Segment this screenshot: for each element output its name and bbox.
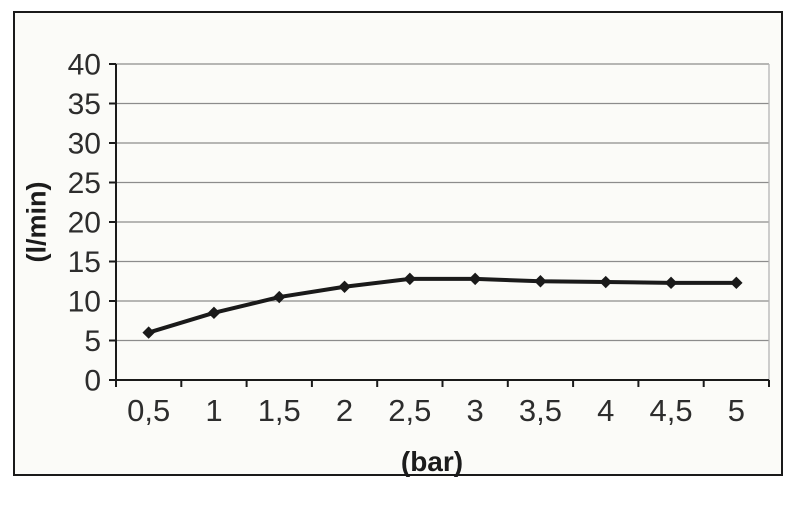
x-tick-label: 1,5 [258, 393, 301, 428]
y-axis-title: (l/min) [21, 181, 52, 263]
data-point-marker [273, 290, 286, 304]
x-tick-label: 3,5 [519, 393, 562, 428]
x-tick-label: 4 [597, 393, 614, 428]
chart-frame [13, 11, 783, 476]
data-point-marker [403, 272, 417, 286]
x-tick-label: 2,5 [388, 393, 431, 428]
y-tick-label: 20 [68, 207, 101, 240]
x-tick-label: 0,5 [127, 393, 170, 428]
data-point-marker [599, 275, 612, 289]
y-tick-label: 5 [84, 325, 101, 358]
x-tick-label: 5 [728, 393, 745, 428]
y-tick-label: 35 [68, 88, 101, 121]
y-tick-label: 10 [68, 286, 101, 319]
data-point-marker [664, 276, 678, 290]
y-tick-label: 15 [68, 246, 101, 279]
x-tick-label: 3 [467, 393, 484, 428]
data-point-marker [207, 306, 221, 320]
data-point-marker [338, 280, 351, 293]
data-point-marker [142, 326, 155, 339]
x-tick-label: 4,5 [649, 393, 692, 428]
y-tick-label: 30 [68, 128, 101, 161]
x-axis-title: (bar) [400, 446, 464, 477]
series-line [146, 276, 739, 335]
x-tick-label: 1 [205, 393, 222, 428]
data-point-marker [534, 275, 547, 288]
y-tick-label: 0 [84, 365, 101, 398]
data-point-marker [730, 276, 743, 290]
y-tick-label: 25 [68, 167, 101, 200]
x-tick-label: 2 [336, 393, 353, 428]
data-point-marker [468, 272, 482, 286]
y-tick-label: 40 [68, 49, 101, 82]
